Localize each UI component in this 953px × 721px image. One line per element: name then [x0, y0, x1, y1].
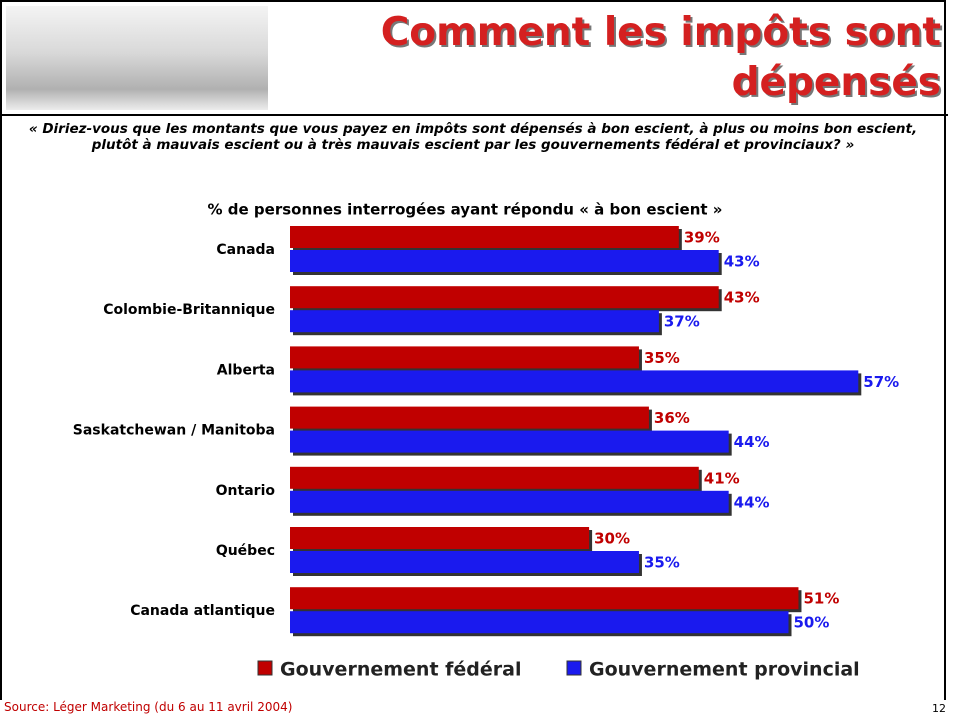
bar: [290, 467, 699, 489]
value-label: 44%: [734, 433, 770, 451]
category-label: Canada atlantique: [130, 603, 275, 619]
value-label: 35%: [644, 554, 680, 572]
value-label: 43%: [724, 253, 760, 271]
value-label: 51%: [803, 590, 839, 608]
legend-label: Gouvernement fédéral: [280, 659, 521, 681]
bar: [290, 587, 798, 609]
value-label: 37%: [664, 313, 700, 331]
category-label: Saskatchewan / Manitoba: [73, 423, 275, 439]
value-label: 41%: [704, 469, 740, 487]
bar: [290, 250, 719, 272]
bar: [290, 226, 679, 248]
value-label: 35%: [644, 349, 680, 367]
value-label: 44%: [734, 493, 770, 511]
bar: [290, 551, 639, 573]
legend-swatch: [258, 661, 272, 675]
slide: {"header": {"title": "Comment les impôts…: [0, 0, 953, 721]
bar: [290, 346, 639, 368]
value-label: 57%: [863, 373, 899, 391]
value-label: 36%: [654, 409, 690, 427]
legend-label: Gouvernement provincial: [589, 659, 860, 681]
category-label: Colombie-Britannique: [103, 302, 275, 318]
bar: [290, 407, 649, 429]
bar: [290, 286, 719, 308]
bar: [290, 527, 589, 549]
value-label: 39%: [684, 229, 720, 247]
bar: [290, 370, 858, 392]
legend-swatch: [567, 661, 581, 675]
bar: [290, 611, 789, 633]
value-label: 50%: [794, 614, 830, 632]
bar: [290, 310, 659, 332]
category-label: Canada: [216, 242, 275, 258]
chart: % de personnes interrogées ayant répondu…: [0, 0, 953, 721]
category-label: Ontario: [216, 483, 276, 499]
category-label: Québec: [216, 543, 275, 559]
chart-title: % de personnes interrogées ayant répondu…: [208, 201, 723, 219]
bar: [290, 491, 729, 513]
bar: [290, 431, 729, 453]
value-label: 30%: [594, 530, 630, 548]
value-label: 43%: [724, 289, 760, 307]
category-label: Alberta: [217, 362, 275, 378]
